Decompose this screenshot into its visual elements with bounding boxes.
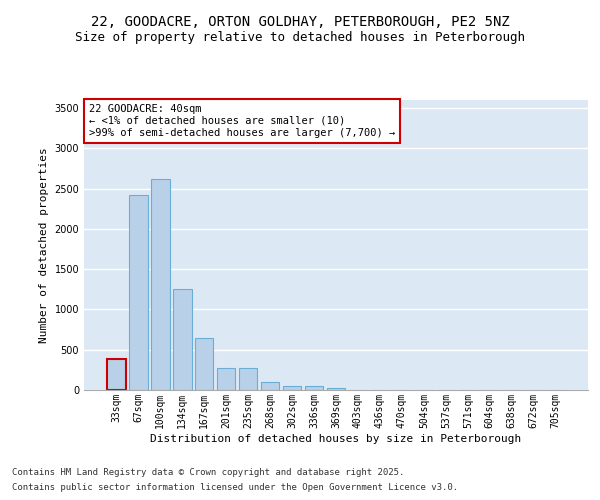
- Text: Size of property relative to detached houses in Peterborough: Size of property relative to detached ho…: [75, 31, 525, 44]
- Bar: [173, 290, 191, 390]
- Text: 22 GOODACRE: 40sqm
← <1% of detached houses are smaller (10)
>99% of semi-detach: 22 GOODACRE: 40sqm ← <1% of detached hou…: [89, 104, 395, 138]
- Bar: [151, 179, 170, 390]
- Bar: [195, 338, 214, 390]
- Bar: [261, 382, 280, 390]
- Bar: [283, 386, 301, 390]
- Bar: [107, 358, 125, 390]
- Text: Contains HM Land Registry data © Crown copyright and database right 2025.: Contains HM Land Registry data © Crown c…: [12, 468, 404, 477]
- Bar: [305, 386, 323, 390]
- Bar: [129, 195, 148, 390]
- Bar: [326, 388, 346, 390]
- Bar: [239, 368, 257, 390]
- X-axis label: Distribution of detached houses by size in Peterborough: Distribution of detached houses by size …: [151, 434, 521, 444]
- Text: 22, GOODACRE, ORTON GOLDHAY, PETERBOROUGH, PE2 5NZ: 22, GOODACRE, ORTON GOLDHAY, PETERBOROUG…: [91, 16, 509, 30]
- Bar: [217, 368, 235, 390]
- Y-axis label: Number of detached properties: Number of detached properties: [39, 147, 49, 343]
- Text: Contains public sector information licensed under the Open Government Licence v3: Contains public sector information licen…: [12, 483, 458, 492]
